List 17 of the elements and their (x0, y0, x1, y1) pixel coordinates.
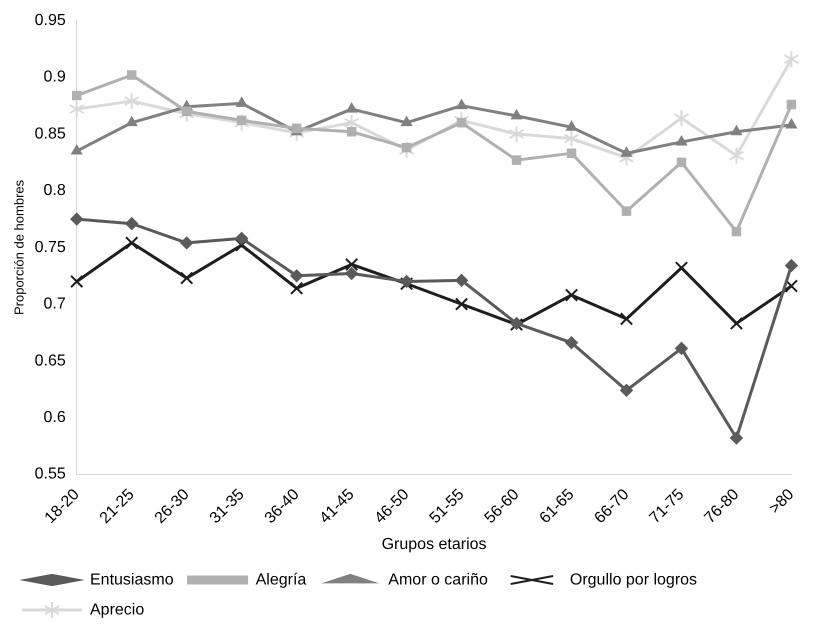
y-tick-label: 0.65 (34, 352, 66, 370)
legend-label: Orgullo por logros (570, 571, 698, 588)
y-tick-label: 0.75 (34, 238, 66, 256)
legend-label: Alegría (256, 571, 306, 588)
x-axis-title: Grupos etarios (382, 536, 487, 553)
y-tick-label: 0.8 (43, 182, 66, 200)
y-tick-label: 0.6 (43, 408, 66, 426)
y-tick-label: 0.85 (34, 125, 66, 142)
legend-label: Amor o cariño (388, 571, 488, 588)
legend-label: Aprecio (90, 601, 144, 618)
legend-label: Entusiasmo (90, 571, 174, 588)
y-tick-label: 0.55 (34, 466, 66, 483)
y-tick-label: 0.9 (43, 68, 66, 86)
x-tick-label: >80 (766, 486, 798, 518)
y-tick-label: 0.7 (43, 296, 66, 313)
y-tick-label: 0.95 (34, 12, 66, 30)
y-axis-title: Proporción de hombres (11, 179, 26, 316)
